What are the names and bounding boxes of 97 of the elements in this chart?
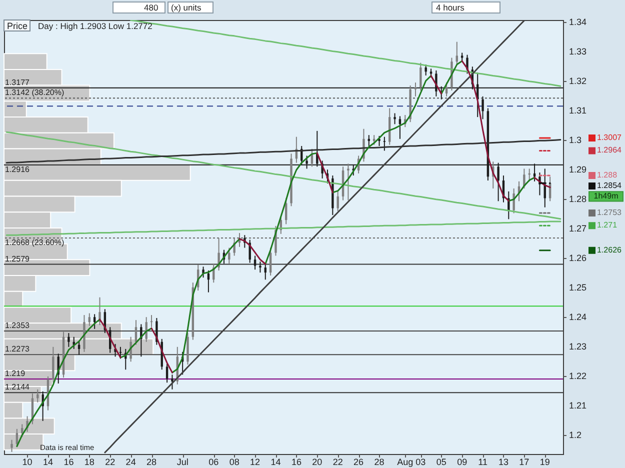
legend-label: 1.2753 (597, 208, 622, 217)
candlestick (398, 116, 402, 140)
candlestick (228, 247, 230, 264)
ref-line-label: 1.2579 (5, 254, 30, 264)
ref-line-label: 1.3177 (5, 78, 30, 87)
y-tick-label: 1.21 (569, 400, 587, 411)
text: (x) units (171, 2, 202, 12)
y-tick-label: 1.34 (569, 17, 587, 28)
candlestick (16, 428, 18, 448)
x-tick-label: 26 (354, 457, 364, 467)
candlestick (508, 190, 510, 220)
candlestick (202, 266, 204, 278)
candlestick (171, 374, 174, 390)
x-tick-label: 10 (22, 457, 32, 467)
candlestick (166, 363, 168, 384)
ref-line-label: 1.3142 (38.20%) (5, 88, 64, 98)
text: 1h49m (594, 191, 619, 200)
y-tick-label: 1.29 (569, 164, 587, 175)
x-tick-label: 18 (84, 457, 94, 467)
chart-subtitle: Day : High 1.2903 Low 1.2772 (38, 21, 153, 31)
candlestick (512, 188, 515, 214)
x-tick-label: 22 (105, 457, 116, 467)
legend-label: 1.288 (597, 170, 618, 180)
candlestick (466, 54, 468, 74)
candlestick (218, 238, 220, 271)
candlestick (140, 324, 142, 358)
x-tick-label: Jul (176, 457, 188, 467)
candlestick (119, 346, 122, 360)
ref-line-label: 1.2144 (5, 382, 30, 392)
x-tick-label: 06 (208, 457, 219, 467)
y-tick-label: 1.28 (569, 194, 587, 204)
ref-line-label: 1.2353 (5, 320, 30, 330)
ref-line-label: 1.2273 (5, 344, 30, 354)
legend-label: 1.3007 (597, 133, 622, 142)
legend-label: 1.2854 (597, 180, 622, 190)
x-tick-label: 28 (146, 457, 157, 467)
candlestick (424, 64, 427, 76)
x-tick-label: 24 (126, 457, 136, 467)
candlestick (456, 41, 458, 66)
candlestick (10, 439, 13, 452)
y-tick-label: 1.22 (569, 371, 587, 382)
candlestick (383, 136, 386, 152)
text: 480 (144, 2, 158, 12)
text: 4 hours (436, 2, 464, 12)
candlestick (254, 255, 256, 270)
x-tick-label: 16 (64, 457, 74, 467)
y-tick-label: 1.25 (569, 282, 587, 293)
ref-line-label: 1.2668 (23.60%) (5, 238, 64, 248)
x-tick-label: 03 (416, 457, 426, 467)
candlestick (93, 314, 96, 330)
candlestick (482, 96, 484, 120)
x-tick-label: 28 (374, 457, 384, 467)
y-tick-label: 1.26 (569, 253, 587, 264)
candlestick (264, 263, 266, 280)
y-tick-label: 1.27 (569, 224, 587, 234)
candlestick (52, 346, 54, 384)
x-tick-label: 22 (332, 457, 343, 467)
x-tick-label: 08 (229, 457, 240, 467)
y-tick-label: 1.3 (569, 135, 582, 146)
x-tick-label: Aug (397, 457, 414, 467)
y-tick-label: 1.31 (569, 106, 587, 116)
candlestick (420, 62, 422, 92)
candlestick (394, 112, 396, 125)
x-tick-label: 12 (250, 457, 260, 467)
candlestick (347, 163, 350, 201)
x-tick-label: 14 (270, 457, 281, 467)
x-tick-label: 17 (519, 457, 530, 467)
x-tick-label: 20 (312, 457, 322, 467)
candlestick (68, 332, 70, 348)
ref-line-label: 1.219 (5, 369, 26, 378)
candlestick (134, 320, 138, 346)
candlestick (336, 190, 339, 212)
candlestick (378, 135, 380, 146)
x-tick-label: 11 (478, 457, 488, 467)
legend-label: 1.2964 (597, 146, 622, 155)
legend-label: 1.271 (597, 220, 618, 230)
x-tick-label: 05 (436, 457, 446, 467)
candlestick (414, 82, 417, 97)
x-tick-label: 13 (498, 457, 508, 467)
x-tick-label: 19 (540, 457, 550, 467)
candlestick (150, 314, 153, 328)
y-tick-label: 1.2 (569, 430, 582, 440)
candlestick (145, 316, 148, 342)
candlestick (259, 261, 262, 274)
x-tick-label: 09 (457, 457, 468, 467)
candlestick (523, 168, 526, 189)
y-tick-label: 1.23 (569, 342, 587, 352)
ref-line-label: 1.2916 (5, 164, 30, 174)
candlestick (88, 312, 91, 326)
y-tick-label: 1.24 (569, 312, 587, 322)
candlestick (445, 82, 448, 97)
x-tick-label: 16 (291, 457, 302, 467)
y-tick-label: 1.32 (569, 76, 587, 86)
chart-title: Price (7, 21, 28, 31)
x-tick-label: 14 (42, 457, 54, 467)
legend-label: 1.2626 (597, 245, 622, 254)
y-tick-label: 1.33 (569, 46, 587, 57)
